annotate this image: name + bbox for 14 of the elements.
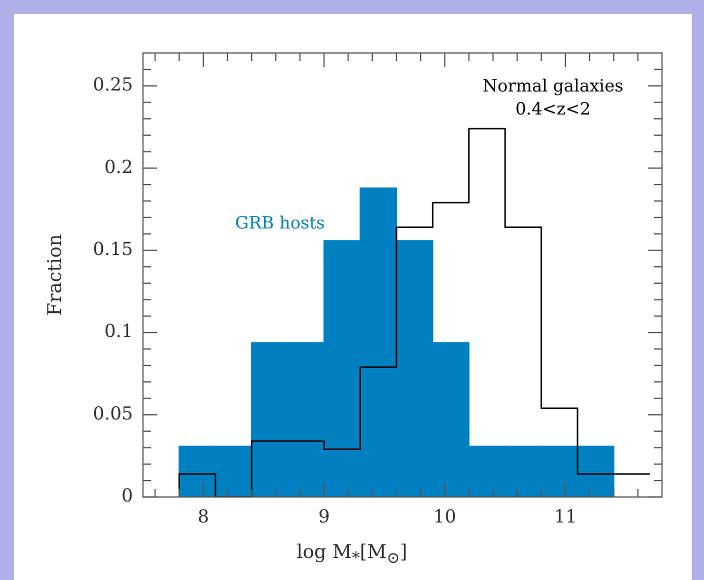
- series-label: GRB hosts: [235, 213, 325, 234]
- y-tick-label: 0.2: [104, 156, 133, 178]
- series-label: Normal galaxies 0.4<z<2: [482, 76, 624, 120]
- y-tick-label: 0.1: [104, 321, 133, 342]
- x-axis-title: log M$_{*}$[M$_{⊙}$]: [296, 541, 408, 567]
- y-axis-title: Fraction: [44, 234, 66, 316]
- x-tick-label: 11: [554, 506, 577, 528]
- y-tick-label: 0.15: [92, 239, 133, 260]
- x-tick-label: 10: [433, 506, 456, 528]
- x-tick-label: 8: [198, 506, 210, 528]
- y-tick-label: 0: [122, 486, 133, 507]
- y-tick-label: 0.05: [92, 403, 133, 424]
- y-tick-label: 0.25: [92, 74, 133, 96]
- x-tick-label: 9: [318, 506, 330, 528]
